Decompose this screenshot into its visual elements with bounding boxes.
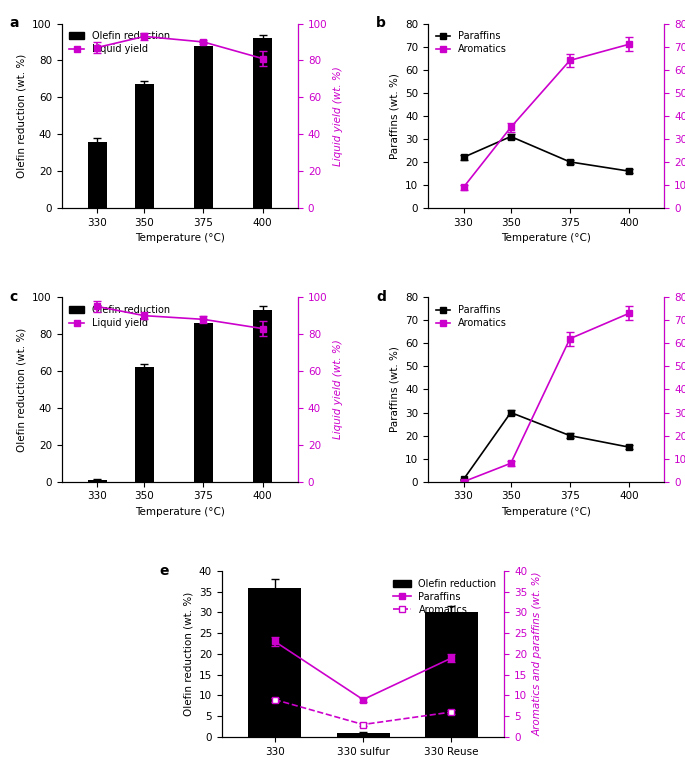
Bar (194, 45, 213, 208)
Y-axis label: Paraffins (wt. %): Paraffins (wt. %) (390, 347, 399, 433)
Y-axis label: Liquid yield (wt. %): Liquid yield (wt. %) (333, 339, 343, 439)
Bar (88, 480, 107, 481)
Legend: Paraffins, Aromatics: Paraffins, Aromatics (433, 28, 510, 57)
Bar (135, 368, 154, 481)
Bar (194, 323, 213, 481)
X-axis label: Temperature (°C): Temperature (°C) (135, 234, 225, 243)
Bar (135, 85, 154, 208)
Y-axis label: Paraffins (wt. %): Paraffins (wt. %) (390, 73, 399, 158)
Y-axis label: Aromatics and paraffins (wt. %): Aromatics and paraffins (wt. %) (533, 572, 543, 736)
Text: b: b (376, 16, 386, 30)
Y-axis label: Olefin reduction (wt. %): Olefin reduction (wt. %) (16, 328, 27, 452)
Text: a: a (10, 16, 19, 30)
Legend: Olefin reduction, Liquid yield: Olefin reduction, Liquid yield (66, 28, 173, 57)
Y-axis label: Liquid yield (wt. %): Liquid yield (wt. %) (333, 66, 343, 165)
Text: c: c (10, 290, 18, 304)
X-axis label: Temperature (°C): Temperature (°C) (501, 234, 591, 243)
X-axis label: Temperature (°C): Temperature (°C) (135, 507, 225, 517)
Bar (253, 310, 272, 481)
X-axis label: Temperature (°C): Temperature (°C) (501, 507, 591, 517)
Bar (425, 612, 478, 737)
Y-axis label: Olefin reduction (wt. %): Olefin reduction (wt. %) (16, 53, 27, 178)
Text: d: d (376, 290, 386, 304)
Text: e: e (160, 564, 169, 579)
Legend: Paraffins, Aromatics: Paraffins, Aromatics (433, 302, 510, 331)
Bar (248, 587, 301, 737)
Bar (253, 38, 272, 208)
Bar (336, 733, 390, 737)
Bar (88, 142, 107, 208)
Y-axis label: Olefin reduction (wt. %): Olefin reduction (wt. %) (184, 592, 193, 716)
Legend: Olefin reduction, Paraffins, Aromatics: Olefin reduction, Paraffins, Aromatics (390, 575, 499, 618)
Legend: Olefin reduction, Liquid yield: Olefin reduction, Liquid yield (66, 302, 173, 331)
